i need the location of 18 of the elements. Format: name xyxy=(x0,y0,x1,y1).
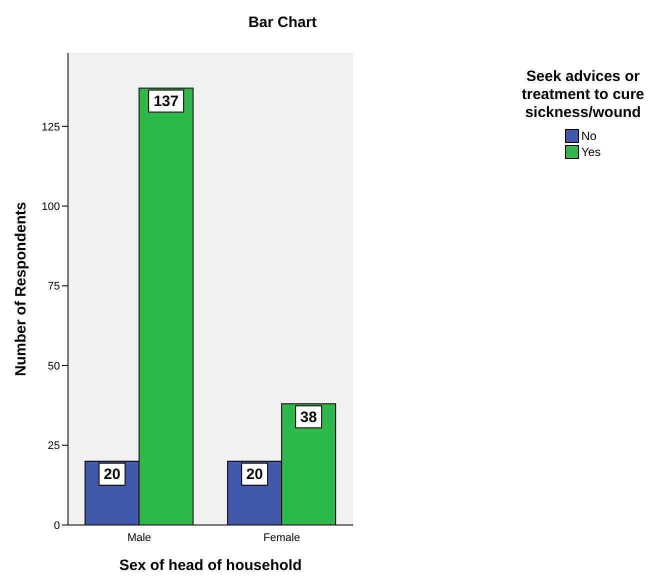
data-label: 20 xyxy=(246,466,263,484)
data-label: 20 xyxy=(104,466,120,484)
x-tick-label: Female xyxy=(263,532,300,544)
x-axis-title: Sex of head of household xyxy=(119,557,302,574)
data-label: 137 xyxy=(154,93,179,110)
y-tick-label: 125 xyxy=(42,121,60,134)
data-label: 38 xyxy=(300,408,317,426)
x-tick-label: Male xyxy=(127,532,152,544)
legend-label: No xyxy=(581,128,597,144)
chart-title: Bar Chart xyxy=(247,14,318,31)
y-tick-label: 50 xyxy=(48,360,60,372)
y-axis-title: Number of Respondents xyxy=(12,202,30,376)
y-tick-label: 25 xyxy=(48,440,60,452)
legend-title: Seek advices or treatment to cure sickness/wound xyxy=(520,68,646,122)
legend-label: Yes xyxy=(581,144,601,160)
y-tick-label: 100 xyxy=(42,200,60,213)
y-tick-label: 75 xyxy=(48,280,60,293)
y-tick-label: 0 xyxy=(54,520,60,532)
